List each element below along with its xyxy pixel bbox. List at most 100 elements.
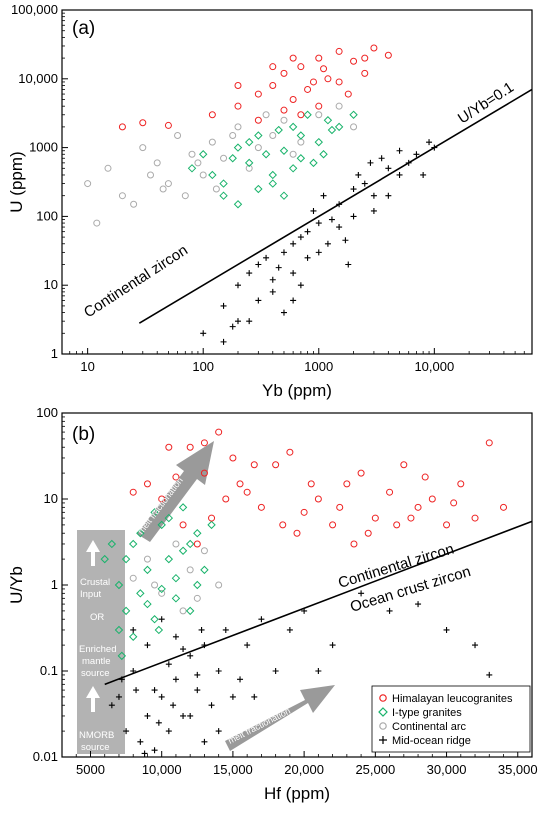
- data-point-himalayan-leucogranites: [485, 439, 493, 447]
- data-point-mid-ocean-ridge: [297, 234, 304, 241]
- data-point-himalayan-leucogranites: [471, 514, 479, 522]
- data-point-himalayan-leucogranites: [344, 90, 352, 98]
- panel-a: 10 100 1000 10,000 1 10 100 1000 10,000 100,000 (…: [7, 2, 533, 400]
- data-point-continental-arc: [315, 111, 323, 119]
- data-point-i-type-granites: [327, 125, 337, 135]
- data-point-continental-arc: [208, 138, 216, 146]
- data-point-i-type-granites: [296, 131, 306, 140]
- data-point-continental-arc: [179, 607, 187, 615]
- data-point-mid-ocean-ridge: [220, 338, 227, 345]
- data-point-continental-arc: [174, 131, 182, 139]
- data-point-continental-arc: [153, 159, 161, 167]
- data-point-himalayan-leucogranites: [335, 47, 343, 55]
- data-point-mid-ocean-ridge: [194, 671, 201, 678]
- data-point-himalayan-leucogranites: [118, 123, 126, 131]
- data-point-himalayan-leucogranites: [286, 448, 294, 456]
- data-point-himalayan-leucogranites: [179, 521, 187, 529]
- data-point-mid-ocean-ridge: [385, 192, 392, 199]
- data-point-himalayan-leucogranites: [129, 488, 137, 496]
- data-point-mid-ocean-ridge: [255, 261, 262, 268]
- data-point-continental-arc: [200, 547, 208, 555]
- data-point-himalayan-leucogranites: [164, 121, 172, 129]
- sidebar-nmorb-text: NMORB: [79, 730, 114, 741]
- data-point-i-type-granites: [185, 539, 195, 549]
- data-point-i-type-granites: [244, 158, 254, 168]
- data-point-i-type-granites: [319, 150, 328, 159]
- data-point-continental-arc: [220, 154, 228, 162]
- data-point-mid-ocean-ridge: [130, 626, 137, 633]
- data-point-himalayan-leucogranites: [236, 480, 244, 488]
- data-point-mid-ocean-ridge: [137, 738, 144, 745]
- data-point-continental-arc: [118, 192, 126, 200]
- data-point-mid-ocean-ridge: [229, 323, 236, 330]
- data-point-i-type-granites: [279, 191, 289, 200]
- data-point-i-type-granites: [171, 594, 181, 603]
- data-point-i-type-granites: [279, 146, 289, 155]
- x-tick-label: 10,000: [414, 359, 454, 374]
- data-point-mid-ocean-ridge: [215, 668, 222, 674]
- data-point-mid-ocean-ridge: [355, 171, 362, 178]
- data-point-himalayan-leucogranites: [165, 443, 173, 451]
- data-point-i-type-granites: [100, 554, 109, 564]
- data-point-continental-arc: [186, 566, 194, 574]
- x-tick-label: 15,000: [213, 762, 253, 777]
- data-point-mid-ocean-ridge: [269, 276, 276, 283]
- sidebar-mantle-text: mantle: [82, 656, 111, 667]
- data-point-continental-arc: [181, 192, 189, 200]
- data-point-himalayan-leucogranites: [280, 69, 288, 77]
- data-point-continental-arc: [188, 150, 196, 158]
- data-point-mid-ocean-ridge: [144, 712, 151, 719]
- x-tick-label: 100: [192, 359, 214, 374]
- data-point-mid-ocean-ridge: [396, 171, 403, 178]
- data-point-i-type-granites: [136, 529, 145, 538]
- data-point-himalayan-leucogranites: [364, 529, 372, 537]
- data-point-i-type-granites: [143, 599, 152, 609]
- data-point-himalayan-leucogranites: [200, 439, 208, 447]
- data-point-continental-arc: [172, 540, 180, 548]
- data-point-mid-ocean-ridge: [234, 318, 241, 325]
- data-point-continental-arc: [297, 138, 305, 146]
- y-tick-label: 100,000: [11, 2, 58, 17]
- arrow-right-label: melt fractionation: [226, 706, 292, 746]
- data-point-himalayan-leucogranites: [393, 521, 401, 529]
- y-tick-label: 10: [44, 491, 58, 506]
- data-point-i-type-granites: [323, 116, 333, 125]
- data-point-i-type-granites: [143, 565, 152, 575]
- data-point-mid-ocean-ridge: [345, 261, 352, 268]
- data-point-i-type-granites: [288, 122, 298, 132]
- data-point-mid-ocean-ridge: [336, 224, 343, 231]
- data-point-continental-arc: [104, 164, 112, 172]
- sidebar-enriched-text: Enriched: [79, 644, 117, 655]
- data-point-mid-ocean-ridge: [158, 693, 165, 700]
- data-point-mid-ocean-ridge: [386, 607, 393, 614]
- data-point-i-type-granites: [219, 191, 228, 200]
- x-tick-label: 5000: [76, 762, 105, 777]
- melt-fractionation-arrow-up: [137, 441, 214, 542]
- data-point-himalayan-leucogranites: [139, 119, 147, 127]
- data-point-mid-ocean-ridge: [280, 249, 287, 256]
- data-point-himalayan-leucogranites: [186, 443, 194, 451]
- sidebar-input-text: Input: [80, 589, 101, 600]
- data-point-himalayan-leucogranites: [421, 473, 429, 481]
- data-point-i-type-granites: [309, 158, 318, 168]
- data-point-mid-ocean-ridge: [180, 646, 187, 653]
- legend-marker-himalayan: [379, 694, 387, 702]
- data-point-i-type-granites: [261, 150, 271, 159]
- y-tick-label: 100: [36, 208, 58, 223]
- data-point-himalayan-leucogranites: [208, 111, 216, 119]
- data-point-himalayan-leucogranites: [329, 521, 337, 529]
- data-point-i-type-granites: [136, 589, 145, 598]
- data-point-i-type-granites: [154, 625, 164, 635]
- data-point-mid-ocean-ridge: [222, 626, 229, 633]
- panel-a-points: [84, 44, 438, 345]
- data-point-continental-arc: [193, 594, 201, 602]
- y-tick-label: 10,000: [18, 71, 58, 86]
- data-point-mid-ocean-ridge: [413, 151, 420, 158]
- data-point-mid-ocean-ridge: [361, 180, 368, 187]
- source-sidebar: [77, 530, 125, 754]
- data-point-himalayan-leucogranites: [361, 69, 369, 77]
- data-point-mid-ocean-ridge: [172, 676, 179, 683]
- data-point-himalayan-leucogranites: [143, 480, 151, 488]
- data-point-i-type-granites: [171, 573, 181, 583]
- data-point-himalayan-leucogranites: [193, 540, 201, 548]
